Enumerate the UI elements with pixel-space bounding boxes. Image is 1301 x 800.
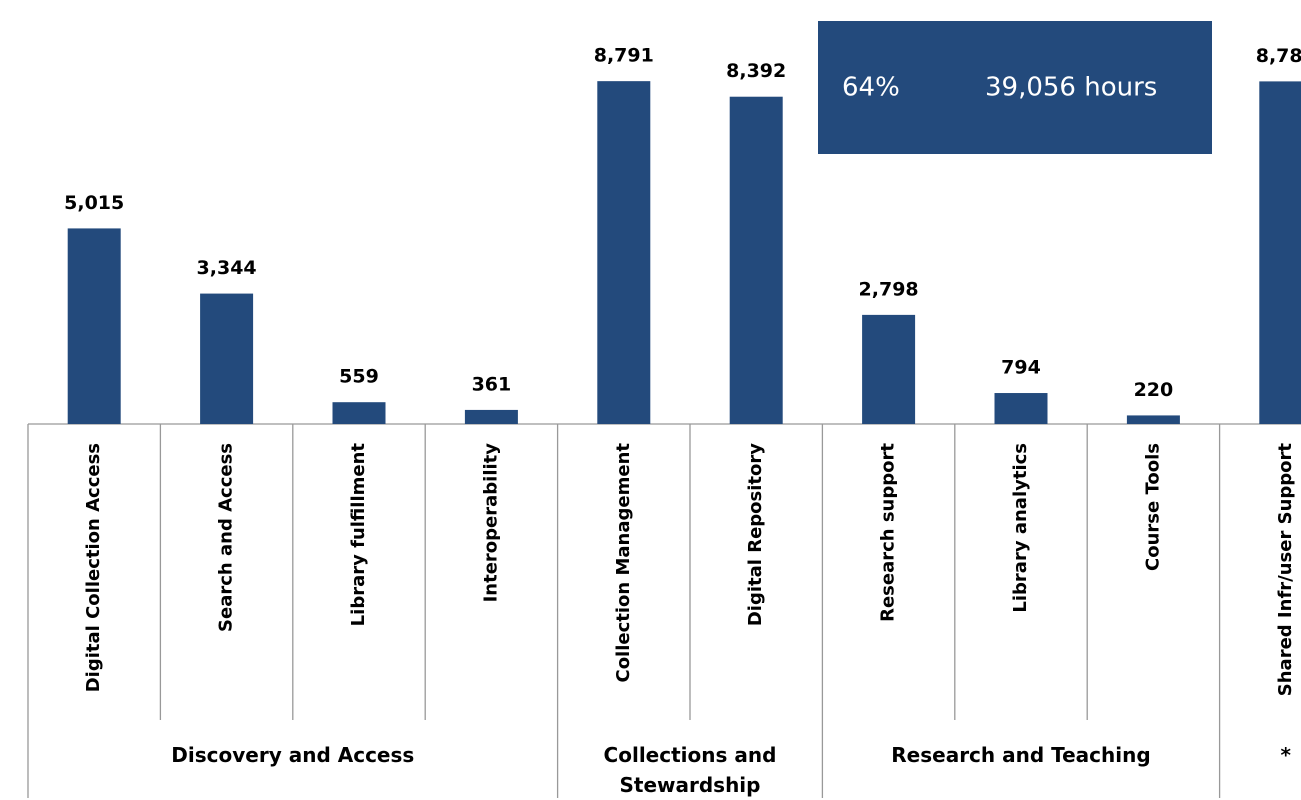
value-label: 2,798 bbox=[859, 278, 919, 300]
bar bbox=[200, 293, 254, 424]
category-label: Library fulfillment bbox=[348, 443, 369, 627]
bar bbox=[1259, 81, 1301, 424]
group-label: * bbox=[1280, 743, 1292, 767]
category-label: Shared Infr/user Support bbox=[1275, 443, 1296, 697]
category-label: Library analytics bbox=[1010, 443, 1031, 613]
group-label: Research and Teaching bbox=[891, 743, 1151, 767]
annotation: 64% bbox=[842, 73, 900, 103]
category-label: Search and Access bbox=[216, 443, 237, 632]
bar bbox=[994, 393, 1048, 424]
value-label: 794 bbox=[1001, 357, 1041, 379]
category-label: Course Tools bbox=[1142, 443, 1163, 571]
value-label: 559 bbox=[339, 366, 379, 388]
bar bbox=[862, 314, 916, 424]
bar bbox=[1126, 415, 1180, 424]
value-label: 8,785 bbox=[1256, 45, 1301, 67]
bar bbox=[729, 96, 783, 424]
value-label: 3,344 bbox=[197, 257, 257, 279]
group-label: Collections and Stewardship bbox=[603, 743, 777, 797]
category-label: Research support bbox=[878, 443, 899, 622]
annotation: 39,056 hours bbox=[985, 73, 1157, 103]
bar bbox=[464, 409, 518, 424]
category-label: Interoperability bbox=[480, 443, 501, 603]
value-label: 8,392 bbox=[726, 60, 786, 82]
bar bbox=[597, 81, 651, 424]
bar bbox=[332, 402, 386, 424]
value-label: 8,791 bbox=[594, 45, 654, 67]
category-label: Digital Repository bbox=[745, 443, 766, 626]
value-label: 361 bbox=[472, 373, 512, 395]
annotation-box bbox=[818, 21, 1212, 154]
value-label: 5,015 bbox=[64, 192, 124, 214]
group-label: Discovery and Access bbox=[171, 743, 415, 767]
value-label: 220 bbox=[1134, 379, 1174, 401]
category-label: Digital Collection Access bbox=[83, 443, 104, 692]
category-label: Collection Management bbox=[613, 443, 634, 683]
bar bbox=[67, 228, 121, 424]
